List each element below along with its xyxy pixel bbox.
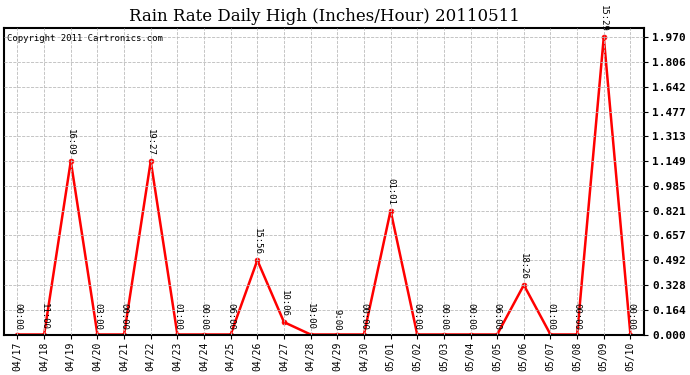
Text: 15:29: 15:29 — [600, 4, 609, 32]
Text: 16:09: 16:09 — [66, 129, 75, 156]
Text: 00:00: 00:00 — [440, 303, 449, 330]
Text: 01:00: 01:00 — [173, 303, 182, 330]
Text: 10:06: 10:06 — [279, 290, 288, 316]
Text: 01:00: 01:00 — [546, 303, 555, 330]
Text: Copyright 2011 Cartronics.com: Copyright 2011 Cartronics.com — [8, 34, 164, 44]
Text: 9:00: 9:00 — [333, 309, 342, 330]
Text: 18:26: 18:26 — [520, 253, 529, 279]
Text: 00:00: 00:00 — [573, 303, 582, 330]
Text: 06:00: 06:00 — [226, 303, 235, 330]
Text: 00:00: 00:00 — [119, 303, 128, 330]
Text: 19:27: 19:27 — [146, 129, 155, 156]
Title: Rain Rate Daily High (Inches/Hour) 20110511: Rain Rate Daily High (Inches/Hour) 20110… — [128, 8, 520, 25]
Text: 19:00: 19:00 — [306, 303, 315, 330]
Text: 00:00: 00:00 — [13, 303, 22, 330]
Text: 11:00: 11:00 — [39, 303, 48, 330]
Text: 00:00: 00:00 — [626, 303, 635, 330]
Text: 15:56: 15:56 — [253, 228, 262, 255]
Text: 00:00: 00:00 — [359, 303, 368, 330]
Text: 00:00: 00:00 — [466, 303, 475, 330]
Text: 01:01: 01:01 — [386, 178, 395, 205]
Text: 03:00: 03:00 — [93, 303, 102, 330]
Text: 00:00: 00:00 — [199, 303, 208, 330]
Text: 06:00: 06:00 — [493, 303, 502, 330]
Text: 00:00: 00:00 — [413, 303, 422, 330]
